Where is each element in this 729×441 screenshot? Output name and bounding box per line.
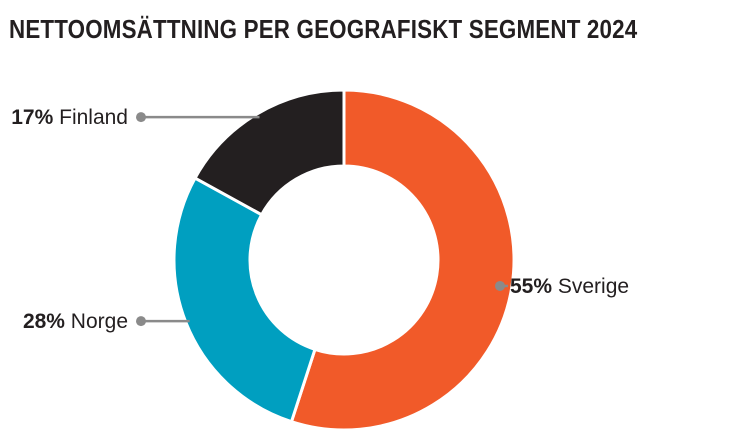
slice-sverige: [289, 88, 516, 432]
leader-dot-finland: [136, 112, 146, 123]
chart-title: NETTOOMSÄTTNING PER GEOGRAFISKT SEGMENT …: [9, 14, 638, 44]
donut-slices: [172, 88, 516, 432]
slice-value-finland: 17%: [11, 106, 53, 129]
slice-norge: [172, 176, 317, 424]
slice-category-finland: Finland: [53, 106, 128, 129]
leader-lines: [136, 112, 508, 327]
slice-label-sverige: 55% Sverige: [510, 275, 629, 298]
leader-dot-sverige: [495, 280, 505, 291]
leader-dot-norge: [136, 316, 146, 327]
slice-category-sverige: Sverige: [552, 275, 629, 298]
slice-category-norge: Norge: [65, 310, 128, 333]
slice-finland: [193, 88, 346, 217]
slice-label-norge: 28% Norge: [23, 310, 128, 333]
slice-label-finland: 17% Finland: [11, 106, 128, 129]
slice-value-norge: 28%: [23, 310, 65, 333]
slice-labels: 55% Sverige 28% Norge 17% Finland: [11, 106, 629, 333]
slice-value-sverige: 55%: [510, 275, 552, 298]
